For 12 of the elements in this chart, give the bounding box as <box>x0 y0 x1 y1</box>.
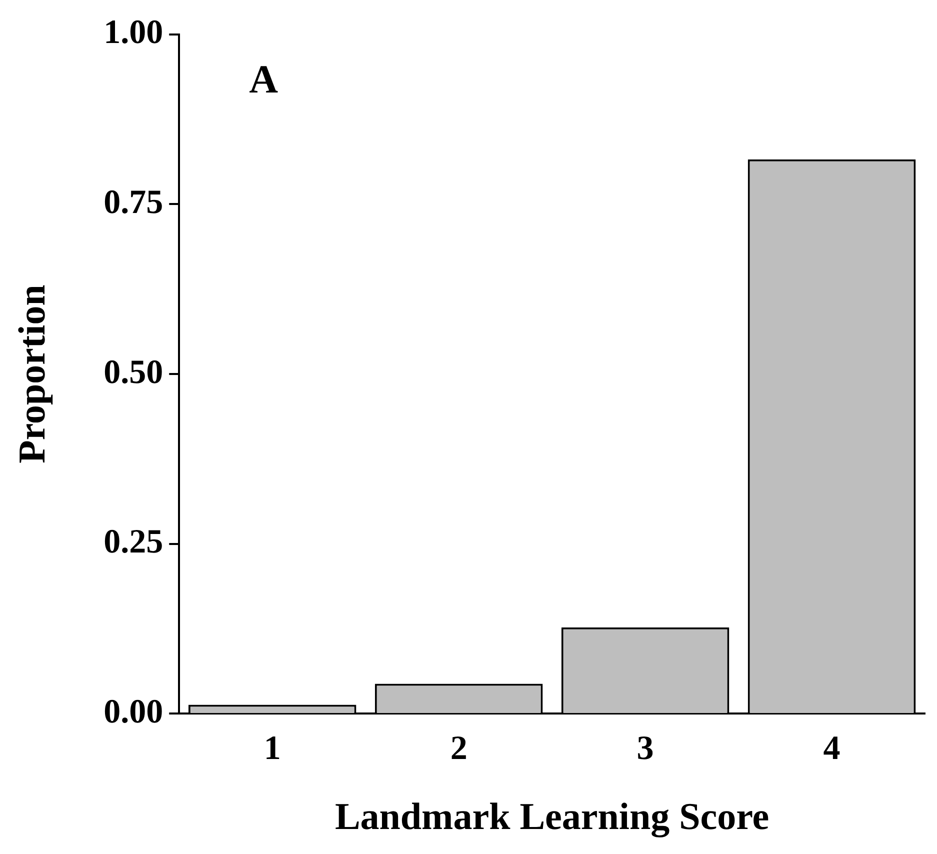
x-tick-label: 1 <box>264 730 281 767</box>
x-tick-label: 2 <box>450 730 468 767</box>
y-tick-label: 0.50 <box>104 354 164 391</box>
y-tick-label: 0.25 <box>104 524 164 561</box>
x-axis-title: Landmark Learning Score <box>334 796 770 838</box>
y-tick-label: 0.00 <box>104 693 164 730</box>
y-tick-label: 1.00 <box>104 14 164 52</box>
y-tick-label: 0.75 <box>104 184 164 221</box>
x-tick-label: 4 <box>823 730 840 767</box>
annotation: A <box>249 56 278 102</box>
x-tick-label: 3 <box>636 730 654 767</box>
y-axis-title: Proportion <box>12 284 54 464</box>
